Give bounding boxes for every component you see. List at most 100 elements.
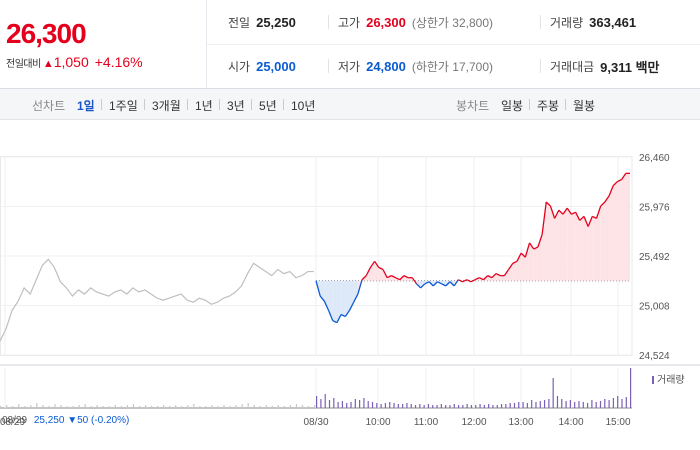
volume-bar bbox=[621, 399, 623, 408]
volume-bar bbox=[193, 404, 195, 408]
volume-bar bbox=[211, 405, 213, 408]
volume-bar bbox=[367, 401, 369, 408]
price-segment bbox=[562, 207, 568, 215]
down-triangle-icon: ▼ bbox=[67, 415, 78, 426]
volume-bar bbox=[393, 403, 395, 408]
area-fill bbox=[508, 263, 513, 281]
area-fill bbox=[512, 261, 517, 281]
area-fill bbox=[403, 275, 409, 281]
price-segment bbox=[344, 310, 351, 317]
volume-bar bbox=[406, 403, 408, 408]
volume-bar bbox=[253, 405, 255, 408]
trade-value: 거래대금 9,311 백만 bbox=[550, 44, 660, 88]
volume-bar bbox=[582, 402, 584, 408]
area-fill bbox=[613, 181, 618, 281]
volume-bar bbox=[333, 398, 335, 408]
x-tick-label: 10:00 bbox=[365, 417, 390, 428]
price-chart[interactable]: 08/29 08/30 10:00 11:00 12:00 13:00 14:00 15:00… bbox=[0, 120, 700, 450]
volume-bar bbox=[289, 405, 292, 408]
divider bbox=[251, 99, 252, 110]
volume-bar bbox=[18, 404, 20, 408]
area-fill bbox=[588, 216, 593, 281]
tab-3y[interactable]: 3년 bbox=[227, 99, 245, 113]
area-fill bbox=[537, 234, 543, 281]
price-segment bbox=[595, 205, 602, 219]
volume-bar bbox=[354, 399, 356, 408]
volume-bar bbox=[217, 406, 219, 408]
volume-bar bbox=[42, 405, 44, 408]
volume-bar bbox=[402, 404, 404, 408]
tab-daily-candle[interactable]: 일봉 bbox=[501, 99, 524, 113]
volume-bar bbox=[479, 404, 481, 408]
volume-bar bbox=[0, 406, 2, 408]
volume-bar bbox=[235, 405, 237, 408]
price-segment bbox=[600, 201, 606, 207]
volume-bar bbox=[617, 396, 619, 408]
volume-bar bbox=[78, 405, 80, 408]
quote-header: 26,300 전일대비 ▲1,050 +4.16% 전일 25,250 고가 26,… bbox=[0, 0, 700, 89]
price-segment bbox=[319, 295, 325, 302]
price-segment bbox=[612, 181, 618, 187]
area-fill bbox=[353, 280, 358, 303]
volume-bar bbox=[301, 405, 304, 408]
price-segment bbox=[441, 283, 447, 287]
price-segment bbox=[621, 172, 627, 180]
area-fill bbox=[558, 210, 564, 281]
volume-bar bbox=[488, 404, 490, 408]
area-fill bbox=[546, 202, 551, 281]
x-tick-label: 11:00 bbox=[414, 417, 439, 428]
y-tick-label: 25,976 bbox=[639, 203, 670, 214]
tab-5y[interactable]: 5년 bbox=[259, 99, 277, 113]
tab-monthly-candle[interactable]: 월봉 bbox=[573, 99, 596, 113]
volume-bar bbox=[6, 405, 8, 408]
volume-bar bbox=[108, 406, 110, 408]
volume-bar bbox=[466, 404, 468, 408]
price-segment bbox=[520, 252, 526, 258]
volume-bar bbox=[470, 405, 473, 408]
tab-1w[interactable]: 1주일 bbox=[109, 99, 138, 113]
volume-bar bbox=[457, 405, 460, 408]
volume-bar bbox=[150, 406, 153, 408]
area-fill bbox=[542, 202, 547, 281]
volume-bar bbox=[84, 404, 86, 408]
volume-bar bbox=[277, 405, 279, 408]
volume-bar bbox=[132, 404, 135, 408]
tab-10y[interactable]: 10년 bbox=[291, 99, 316, 113]
area-fill bbox=[320, 280, 325, 302]
area-fill bbox=[521, 253, 526, 281]
area-fill bbox=[592, 216, 597, 281]
volume-bar bbox=[427, 404, 430, 408]
volume-bar bbox=[205, 406, 207, 408]
tab-3m[interactable]: 3개월 bbox=[152, 99, 181, 113]
price-segment bbox=[466, 279, 472, 283]
tab-1y[interactable]: 1년 bbox=[195, 99, 213, 113]
volume-bar bbox=[462, 405, 464, 408]
price-segment bbox=[478, 277, 484, 281]
volume-bar bbox=[314, 405, 316, 408]
volume-bar bbox=[223, 405, 225, 408]
price-segment bbox=[340, 313, 346, 318]
up-triangle-icon: ▲ bbox=[42, 58, 54, 70]
volume-bar bbox=[265, 405, 267, 408]
x-tick-label: 08/29 bbox=[0, 417, 25, 428]
price-segment bbox=[365, 267, 372, 276]
low-value: 24,800 bbox=[366, 58, 406, 74]
price-segment bbox=[574, 211, 581, 221]
volume-bar bbox=[535, 402, 537, 408]
divider bbox=[283, 99, 284, 110]
change-value: 1,050 bbox=[53, 54, 89, 70]
divider bbox=[101, 99, 102, 110]
volume-bar bbox=[384, 403, 387, 408]
price-segment bbox=[512, 260, 518, 264]
tab-weekly-candle[interactable]: 주봉 bbox=[537, 99, 560, 113]
volume-bar bbox=[496, 405, 498, 408]
tab-1d[interactable]: 1일 bbox=[77, 99, 95, 113]
y-tick-label: 25,008 bbox=[639, 302, 670, 313]
volume-bar bbox=[328, 400, 331, 408]
divider bbox=[219, 99, 220, 110]
chart-period-tabs: 선차트 1일 1주일 3개월 1년 3년 5년 10년 봉차트 일봉 주봉 월봉 bbox=[0, 89, 700, 120]
divider bbox=[187, 99, 188, 110]
volume-bar bbox=[522, 402, 524, 408]
divider bbox=[540, 59, 541, 73]
area-fill bbox=[441, 280, 446, 286]
